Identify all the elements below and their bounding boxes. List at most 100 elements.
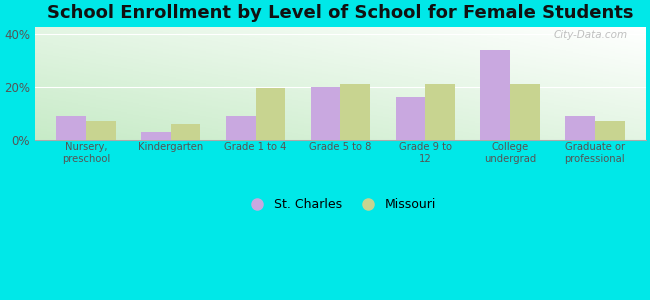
Bar xyxy=(597,125,603,126)
Bar xyxy=(109,117,114,118)
Bar xyxy=(53,39,59,40)
Bar xyxy=(151,123,157,124)
Bar xyxy=(469,129,474,130)
Bar xyxy=(536,74,542,75)
Bar xyxy=(267,95,273,97)
Bar xyxy=(109,130,114,132)
Bar xyxy=(47,89,53,90)
Bar xyxy=(578,82,585,83)
Bar xyxy=(573,125,578,126)
Bar xyxy=(560,81,566,82)
Bar xyxy=(280,99,285,100)
Bar xyxy=(267,107,273,108)
Bar xyxy=(640,88,646,89)
Bar xyxy=(145,116,151,117)
Bar xyxy=(548,117,554,118)
Bar xyxy=(395,117,402,118)
Bar xyxy=(188,41,194,42)
Bar xyxy=(120,119,127,120)
Bar xyxy=(554,97,560,98)
Bar xyxy=(267,98,273,99)
Bar xyxy=(200,107,206,108)
Bar xyxy=(359,33,365,34)
Bar xyxy=(542,135,548,136)
Bar xyxy=(609,128,616,129)
Bar xyxy=(365,80,371,81)
Bar xyxy=(560,79,566,80)
Bar xyxy=(566,89,573,90)
Bar xyxy=(170,111,176,112)
Bar xyxy=(573,112,578,114)
Bar xyxy=(487,58,493,59)
Bar xyxy=(72,93,78,94)
Bar xyxy=(560,40,566,41)
Bar xyxy=(157,35,163,37)
Bar xyxy=(585,54,591,55)
Bar xyxy=(517,125,524,126)
Bar xyxy=(334,50,341,51)
Bar xyxy=(170,72,176,73)
Bar xyxy=(322,39,328,40)
Bar xyxy=(432,94,438,95)
Bar xyxy=(438,107,444,108)
Bar xyxy=(365,49,371,50)
Bar xyxy=(341,76,346,77)
Bar xyxy=(616,33,621,34)
Bar xyxy=(554,98,560,99)
Bar xyxy=(102,130,109,132)
Bar xyxy=(292,86,298,88)
Bar xyxy=(560,64,566,65)
Bar xyxy=(47,70,53,72)
Bar xyxy=(176,93,181,94)
Bar xyxy=(194,38,200,39)
Bar xyxy=(90,97,96,98)
Bar xyxy=(573,31,578,32)
Bar xyxy=(420,85,426,86)
Bar xyxy=(621,128,627,129)
Bar xyxy=(627,115,634,116)
Bar xyxy=(548,81,554,82)
Bar xyxy=(322,51,328,52)
Bar xyxy=(616,135,621,136)
Bar xyxy=(35,90,41,91)
Bar xyxy=(304,41,310,42)
Bar xyxy=(328,40,334,41)
Bar xyxy=(603,47,609,48)
Bar xyxy=(212,61,218,63)
Bar xyxy=(181,120,188,122)
Bar xyxy=(72,125,78,126)
Bar xyxy=(353,94,359,95)
Bar xyxy=(145,61,151,63)
Bar xyxy=(566,48,573,49)
Bar xyxy=(634,97,640,98)
Bar xyxy=(280,91,285,92)
Bar xyxy=(560,127,566,128)
Bar xyxy=(481,73,487,74)
Bar xyxy=(194,120,200,122)
Bar xyxy=(359,58,365,59)
Bar xyxy=(585,60,591,62)
Bar xyxy=(194,39,200,40)
Bar xyxy=(371,52,377,54)
Bar xyxy=(231,97,237,98)
Bar xyxy=(432,107,438,108)
Bar xyxy=(242,99,249,100)
Bar xyxy=(542,57,548,58)
Bar xyxy=(505,49,512,50)
Bar xyxy=(212,112,218,114)
Bar xyxy=(127,109,133,110)
Bar xyxy=(499,56,505,57)
Bar xyxy=(481,50,487,51)
Bar xyxy=(102,132,109,133)
Bar xyxy=(517,33,524,34)
Bar xyxy=(469,50,474,51)
Bar xyxy=(395,50,402,51)
Bar xyxy=(328,86,334,88)
Bar xyxy=(505,74,512,75)
Bar xyxy=(536,90,542,91)
Bar xyxy=(96,97,102,98)
Bar xyxy=(237,122,242,123)
Bar xyxy=(242,63,249,64)
Bar xyxy=(194,72,200,73)
Bar xyxy=(109,45,114,46)
